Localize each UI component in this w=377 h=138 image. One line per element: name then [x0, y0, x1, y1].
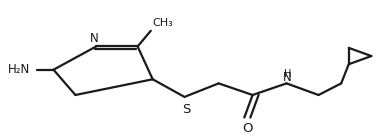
Text: N: N — [283, 71, 292, 84]
Text: S: S — [182, 103, 190, 116]
Text: N: N — [90, 32, 99, 45]
Text: H₂N: H₂N — [8, 63, 30, 76]
Text: CH₃: CH₃ — [153, 18, 173, 28]
Text: H: H — [284, 70, 291, 79]
Text: O: O — [242, 122, 253, 135]
